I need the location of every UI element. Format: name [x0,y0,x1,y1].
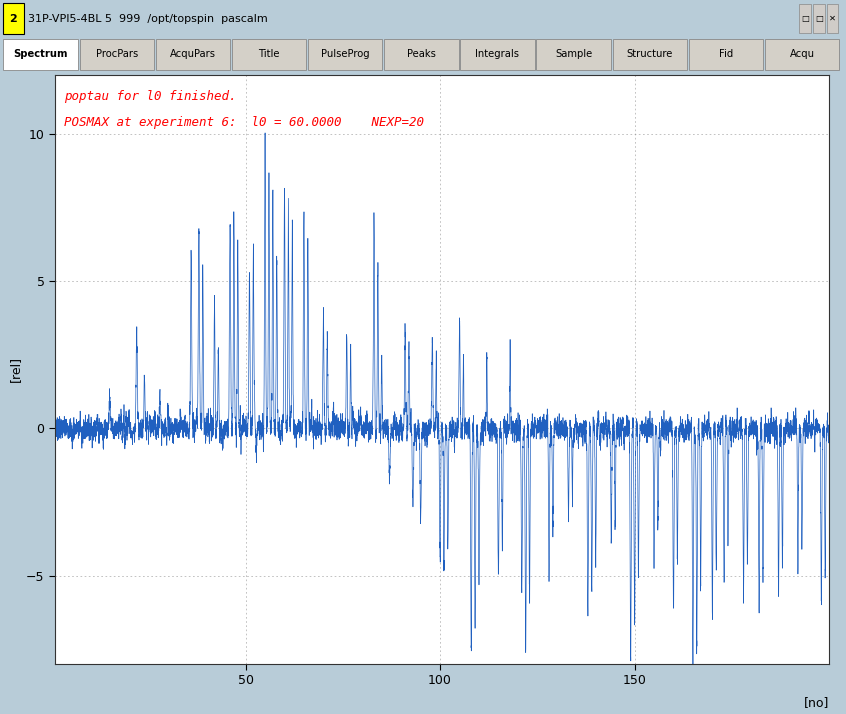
FancyBboxPatch shape [3,39,78,70]
Text: ProcPars: ProcPars [96,49,138,59]
Text: □: □ [815,14,823,23]
Y-axis label: [rel]: [rel] [9,356,22,383]
Text: Sample: Sample [555,49,592,59]
Text: PulseProg: PulseProg [321,49,370,59]
Text: Acqu: Acqu [789,49,815,59]
Bar [827,4,838,33]
FancyBboxPatch shape [536,39,611,70]
Bar [3,3,24,34]
Bar [813,4,825,33]
Text: Structure: Structure [627,49,673,59]
Text: Title: Title [258,49,280,59]
FancyBboxPatch shape [613,39,687,70]
FancyBboxPatch shape [689,39,763,70]
Text: 2: 2 [9,14,17,24]
Bar [799,4,811,33]
Text: ✕: ✕ [829,14,836,23]
Text: 31P-VPI5-4BL 5  999  /opt/topspin  pascalm: 31P-VPI5-4BL 5 999 /opt/topspin pascalm [28,14,267,24]
FancyBboxPatch shape [765,39,839,70]
Text: poptau for l0 finished.: poptau for l0 finished. [64,90,237,103]
Text: [no]: [no] [804,696,829,710]
Text: □: □ [801,14,810,23]
Text: Fid: Fid [719,49,733,59]
FancyBboxPatch shape [80,39,154,70]
FancyBboxPatch shape [460,39,535,70]
Text: POSMAX at experiment 6:  l0 = 60.0000    NEXP=20: POSMAX at experiment 6: l0 = 60.0000 NEX… [64,116,425,129]
Text: Spectrum: Spectrum [14,49,68,59]
FancyBboxPatch shape [308,39,382,70]
Text: Peaks: Peaks [407,49,436,59]
FancyBboxPatch shape [156,39,230,70]
FancyBboxPatch shape [232,39,306,70]
FancyBboxPatch shape [384,39,459,70]
Text: Integrals: Integrals [475,49,519,59]
Text: AcquPars: AcquPars [170,49,216,59]
